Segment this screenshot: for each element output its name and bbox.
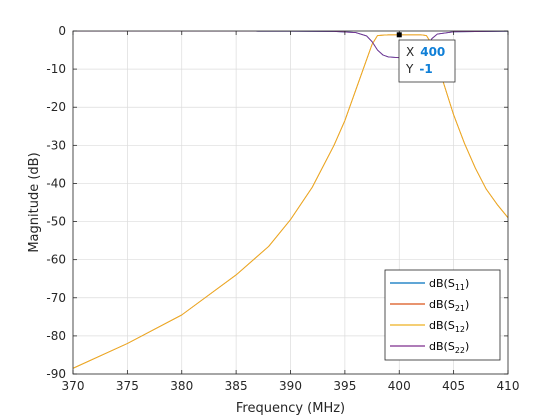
legend-box bbox=[384, 269, 501, 361]
y-tick-label: -70 bbox=[46, 291, 66, 305]
y-tick-label: -10 bbox=[46, 62, 66, 76]
x-axis-label: Frequency (MHz) bbox=[236, 401, 345, 416]
datatip-box bbox=[398, 39, 456, 83]
x-tick-label: 395 bbox=[333, 379, 356, 393]
y-axis-label: Magnitude (dB) bbox=[27, 152, 42, 252]
x-tick-label: 390 bbox=[279, 379, 302, 393]
x-tick-label: 405 bbox=[442, 379, 465, 393]
y-tick-label: -80 bbox=[46, 329, 66, 343]
y-tick-label: -40 bbox=[46, 176, 66, 190]
datatip[interactable]: X 400 Y -1 bbox=[396, 32, 456, 83]
datatip-y-label: Y bbox=[405, 62, 414, 76]
y-tick-label: 0 bbox=[58, 24, 66, 38]
legend-entry-1: dB(S21) bbox=[429, 298, 469, 313]
series-line-2 bbox=[73, 34, 508, 369]
x-tick-label: 400 bbox=[388, 379, 411, 393]
y-tick-label: -50 bbox=[46, 215, 66, 229]
legend: dB(S11) dB(S21) dB(S12) dB(S22) bbox=[384, 269, 501, 361]
datatip-y-row: Y -1 bbox=[405, 62, 433, 76]
y-tick-label: -20 bbox=[46, 100, 66, 114]
x-tick-label: 410 bbox=[497, 379, 520, 393]
datatip-marker[interactable] bbox=[396, 32, 402, 38]
x-tick-label: 385 bbox=[225, 379, 248, 393]
legend-entry-2: dB(S12) bbox=[429, 319, 469, 334]
datatip-x-value: 400 bbox=[420, 45, 445, 59]
y-tick-label: -60 bbox=[46, 253, 66, 267]
datatip-y-value: -1 bbox=[419, 62, 432, 76]
x-tick-label: 380 bbox=[170, 379, 193, 393]
x-tick-label: 370 bbox=[62, 379, 85, 393]
y-tick-label: -30 bbox=[46, 138, 66, 152]
y-tick-label: -90 bbox=[46, 367, 66, 381]
x-tick-label: 375 bbox=[116, 379, 139, 393]
datatip-x-label: X bbox=[406, 45, 414, 59]
legend-entry-0: dB(S11) bbox=[429, 277, 469, 292]
ticks: 370 375 380 385 390 395 400 405 410 0 -10 -20 -30 -40… bbox=[46, 24, 519, 393]
datatip-x-row: X 400 bbox=[406, 45, 445, 59]
legend-entry-3: dB(S22) bbox=[429, 340, 469, 355]
